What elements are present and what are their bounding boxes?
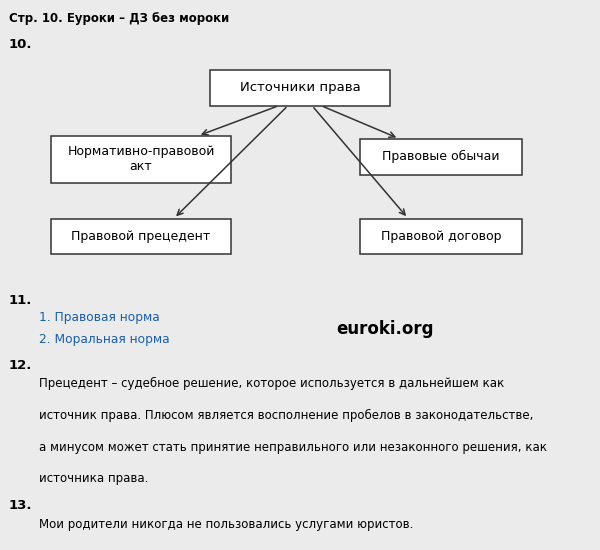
Text: Источники права: Источники права — [239, 81, 361, 95]
Text: 2. Моральная норма: 2. Моральная норма — [39, 333, 170, 346]
Text: 13.: 13. — [9, 499, 32, 512]
Text: Мои родители никогда не пользовались услугами юристов.: Мои родители никогда не пользовались усл… — [39, 518, 413, 531]
Text: источника права.: источника права. — [39, 472, 148, 486]
Text: Правовые обычаи: Правовые обычаи — [382, 150, 500, 163]
Text: 10.: 10. — [9, 39, 32, 52]
Text: источник права. Плюсом является восполнение пробелов в законодательстве,: источник права. Плюсом является восполне… — [39, 409, 533, 422]
Text: Прецедент – судебное решение, которое используется в дальнейшем как: Прецедент – судебное решение, которое ис… — [39, 377, 504, 390]
Text: Правовой прецедент: Правовой прецедент — [71, 230, 211, 243]
Text: euroki.org: euroki.org — [336, 320, 434, 338]
FancyBboxPatch shape — [51, 218, 231, 254]
Text: Стр. 10. Еуроки – ДЗ без мороки: Стр. 10. Еуроки – ДЗ без мороки — [9, 12, 229, 25]
Text: Нормативно-правовой
акт: Нормативно-правовой акт — [67, 146, 215, 173]
Text: 12.: 12. — [9, 359, 32, 372]
FancyBboxPatch shape — [210, 70, 390, 106]
FancyBboxPatch shape — [360, 218, 522, 254]
Text: а минусом может стать принятие неправильного или незаконного решения, как: а минусом может стать принятие неправиль… — [39, 441, 547, 454]
Text: 1. Правовая норма: 1. Правовая норма — [39, 311, 160, 324]
FancyBboxPatch shape — [51, 136, 231, 183]
Text: 11.: 11. — [9, 294, 32, 307]
FancyBboxPatch shape — [360, 139, 522, 175]
Text: Правовой договор: Правовой договор — [381, 230, 501, 243]
